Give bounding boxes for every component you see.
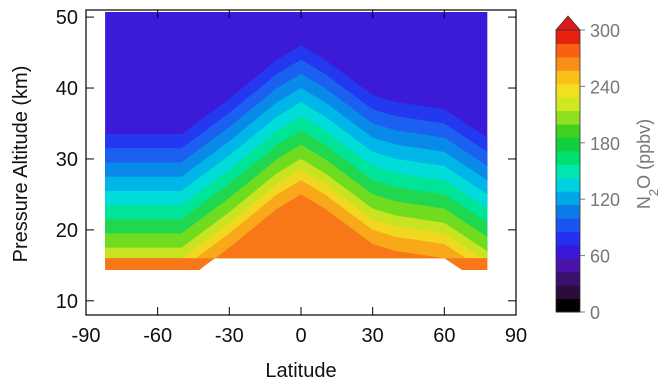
colorbar-swatch [556, 83, 580, 98]
colorbar-max-arrow [555, 15, 581, 31]
x-axis: -90 -60 -30 0 30 60 90 [72, 10, 527, 347]
y-tick-label: 50 [56, 7, 78, 29]
colorbar-tick-label: 240 [590, 77, 620, 97]
x-tick-label: -30 [215, 325, 244, 347]
x-tick-label: 90 [505, 325, 527, 347]
colorbar-swatch [556, 285, 580, 300]
colorbar-swatch [556, 30, 580, 44]
colorbar-title: N2O (ppbv) [634, 119, 661, 209]
colorbar-swatch [556, 231, 580, 246]
y-tick-label: 30 [56, 149, 78, 171]
colorbar-tick-label: 180 [590, 134, 620, 154]
colorbar-swatch [556, 70, 580, 85]
colorbar-swatch [556, 97, 580, 112]
n2o-field [105, 12, 488, 270]
colorbar-tick-label: 60 [590, 247, 610, 267]
y-tick-label: 20 [56, 220, 78, 242]
x-tick-label: 30 [362, 325, 384, 347]
colorbar-swatch [556, 298, 580, 313]
colorbar-swatch [556, 150, 580, 165]
colorbar-tick-label: 0 [590, 303, 600, 323]
x-tick-label: -60 [143, 325, 172, 347]
colorbar-swatch [556, 244, 580, 259]
colorbar-swatch [556, 56, 580, 71]
colorbar-swatch [556, 204, 580, 219]
x-tick-label: 0 [295, 325, 306, 347]
x-tick-label: 60 [433, 325, 455, 347]
colorbar-swatch [556, 271, 580, 286]
x-tick-label: -90 [72, 325, 101, 347]
colorbar-swatch [556, 137, 580, 152]
colorbar-swatch [556, 218, 580, 232]
colorbar-swatch [556, 124, 580, 138]
colorbar-tick-label: 300 [590, 21, 620, 41]
y-axis-title: Pressure Altitude (km) [10, 66, 32, 263]
colorbar-swatch [556, 164, 580, 179]
colorbar-tick-label: 120 [590, 190, 620, 210]
colorbar-swatch [556, 258, 580, 273]
y-tick-label: 10 [56, 291, 78, 313]
colorbar: 0 60 120 180 240 300 [555, 15, 620, 323]
colorbar-swatch [556, 191, 580, 206]
colorbar-swatch [556, 110, 580, 125]
contour-band [105, 194, 488, 270]
y-axis: 10 20 30 40 50 [56, 7, 516, 313]
colorbar-swatch [556, 43, 580, 58]
y-tick-label: 40 [56, 78, 78, 100]
x-axis-title: Latitude [265, 360, 336, 381]
colorbar-swatch [556, 177, 580, 192]
